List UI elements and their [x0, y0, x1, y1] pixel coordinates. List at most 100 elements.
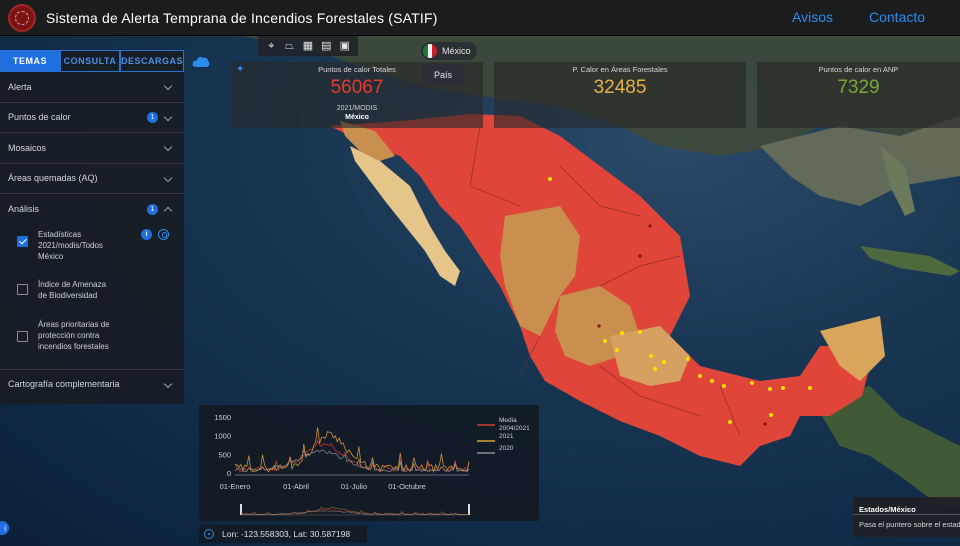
chart-overview-line — [240, 510, 470, 516]
section-alerta[interactable]: Alerta — [0, 72, 184, 103]
analysis-layer-amenaza: Índice de Amenaza de Biodiversidad — [0, 279, 184, 319]
layers-icon[interactable]: ▤ — [321, 40, 332, 52]
tab-consulta[interactable]: CONSULTA — [60, 50, 120, 72]
checkbox-areas-prioritarias[interactable] — [17, 330, 28, 342]
tab-descargas[interactable]: DESCARGAS — [120, 50, 185, 72]
chart-legend-label: Media — [499, 417, 517, 424]
map-state-borders — [469, 125, 741, 437]
chart-y-tick-label: 1500 — [214, 413, 231, 422]
section-cartografia[interactable]: Cartografía complementaria — [0, 368, 184, 400]
chart-y-tick-label: 0 — [227, 469, 231, 478]
stat-anp-hotspots: Puntos de calor en ANP 7329 — [757, 62, 960, 128]
zoom-to-layer-icon[interactable] — [158, 228, 169, 240]
stat-forest-hotspots: P. Calor en Áreas Forestales 32485 — [494, 62, 746, 128]
chart-series-line — [234, 439, 470, 473]
checkbox-amenaza[interactable] — [17, 283, 28, 295]
app-title: Sistema de Alerta Temprana de Incendios … — [46, 9, 438, 26]
chart-legend-label: 2004/2021 — [499, 425, 530, 432]
chart-legend-label: 2020 — [499, 445, 514, 452]
map-land-florida — [880, 146, 915, 216]
chart-x-tick-label: 01-Abril — [283, 482, 309, 491]
count-badge: 1 — [147, 203, 158, 215]
layer-label: incendios forestales — [38, 341, 109, 351]
map-state-medium — [500, 206, 580, 336]
chart-series-line — [235, 427, 470, 474]
count-badge: 1 — [147, 111, 158, 123]
checkbox-estadisticas[interactable] — [17, 235, 28, 247]
chart-y-tick-label: 500 — [218, 450, 231, 459]
chevron-down-icon — [163, 142, 173, 152]
chart-y-tick-label: 1000 — [214, 432, 231, 441]
layer-label: Índice de Amenaza — [38, 279, 107, 289]
chevron-down-icon — [163, 173, 173, 182]
map-land-usa-east — [760, 116, 960, 206]
chart-overview-line — [240, 509, 470, 516]
location-icon — [204, 529, 214, 539]
info-icon[interactable]: i — [141, 228, 152, 240]
section-analisis[interactable]: Análisis 1 — [0, 194, 184, 225]
map-state-medium — [340, 121, 395, 161]
coordinates-text: Lon: -123.558303, Lat: 30.587198 — [222, 529, 351, 539]
analysis-layer-estadisticas: Estadísticas 2021/modis/Todos México i — [0, 228, 184, 275]
section-label: Cartografía complementaria — [8, 379, 120, 390]
map-toolbar: ⌖ ⏢ ▦ ▤ ▣ — [258, 36, 358, 56]
chevron-up-icon — [163, 206, 173, 216]
section-label: Puntos de calor — [8, 112, 71, 123]
stat-forest-value: 32485 — [593, 77, 647, 98]
chart-overview-line — [241, 506, 470, 516]
states-panel-body: Pasa el puntero sobre el estado — [859, 520, 960, 529]
chevron-down-icon — [163, 112, 173, 121]
tab-temas[interactable]: TEMAS — [0, 50, 60, 72]
map-state-low — [350, 146, 460, 286]
chart-x-tick-label: 01-Octubre — [388, 482, 426, 491]
layer-label: México — [38, 251, 64, 261]
sidebar-tabs: TEMAS CONSULTA DESCARGAS — [0, 50, 185, 72]
nav-link-contacto[interactable]: Contacto — [869, 9, 926, 25]
chart-legend-label: 2021 — [499, 433, 514, 440]
app-header: Sistema de Alerta Temprana de Incendios … — [0, 0, 960, 36]
section-label: Mosaicos — [8, 142, 47, 153]
section-label: Áreas quemadas (AQ) — [8, 173, 98, 184]
section-label: Alerta — [8, 81, 32, 92]
chart-svg: 0 500 1000 1500 01-Enero 01-Abril 01-Julio 01-O… — [214, 413, 530, 516]
mexico-flag-icon — [423, 44, 437, 58]
crosshair-icon[interactable]: ⌖ — [268, 40, 275, 52]
stat-anp-value: 7329 — [837, 77, 880, 98]
stat-anp-label: Puntos de calor en ANP — [818, 65, 899, 74]
hotspot-layer — [548, 177, 812, 424]
section-areas-quemadas[interactable]: Áreas quemadas (AQ) — [0, 164, 184, 194]
section-mosaicos[interactable]: Mosaicos — [0, 133, 184, 164]
chart-brush-handle-left — [240, 504, 242, 515]
chart-x-tick-label: 01-Enero — [220, 482, 251, 491]
table-icon[interactable]: ▦ — [302, 40, 314, 52]
map-land-cuba — [860, 246, 960, 276]
sidebar: TEMAS CONSULTA DESCARGAS Alerta Puntos d… — [0, 50, 185, 404]
layer-label: Estadísticas — [38, 229, 82, 239]
country-selector[interactable]: México — [421, 42, 477, 60]
coordinates-readout: Lon: -123.558303, Lat: 30.587198 — [199, 525, 367, 543]
stat-total-value: 56067 — [330, 77, 384, 98]
stat-total-source: 2021/MODIS — [336, 105, 378, 112]
states-info-panel: Estados/México Pasa el puntero sobre el … — [853, 497, 960, 537]
logo — [8, 3, 36, 32]
help-icon[interactable]: i — [0, 521, 9, 535]
hotspot-timeseries-chart: 0 500 1000 1500 01-Enero 01-Abril 01-Julio 01-O… — [199, 405, 539, 521]
polygon-icon[interactable]: ⏢ — [285, 40, 294, 52]
layer-label: de Biodiversidad — [38, 290, 98, 300]
cloud-download-icon[interactable] — [192, 54, 210, 68]
layer-label: Áreas prioritarias de — [38, 319, 110, 329]
image-icon[interactable]: ▣ — [339, 40, 350, 52]
country-tooltip: País — [421, 64, 465, 86]
chevron-down-icon — [163, 81, 173, 91]
layer-label: protección contra — [38, 330, 100, 340]
section-puntos-calor[interactable]: Puntos de calor 1 — [0, 103, 184, 133]
map-land-central-america — [810, 386, 960, 506]
pin-icon[interactable]: ✦ — [236, 64, 245, 75]
nav-link-avisos[interactable]: Avisos — [792, 9, 833, 25]
country-selector-value: México — [442, 46, 471, 56]
analysis-layer-areas-prioritarias: Áreas prioritarias de protección contra … — [0, 319, 184, 367]
chart-brush-handle-right — [468, 504, 470, 515]
stat-total-label: Puntos de calor Totales — [318, 65, 396, 74]
map-state-medium — [820, 316, 885, 381]
section-label: Análisis — [8, 204, 40, 215]
